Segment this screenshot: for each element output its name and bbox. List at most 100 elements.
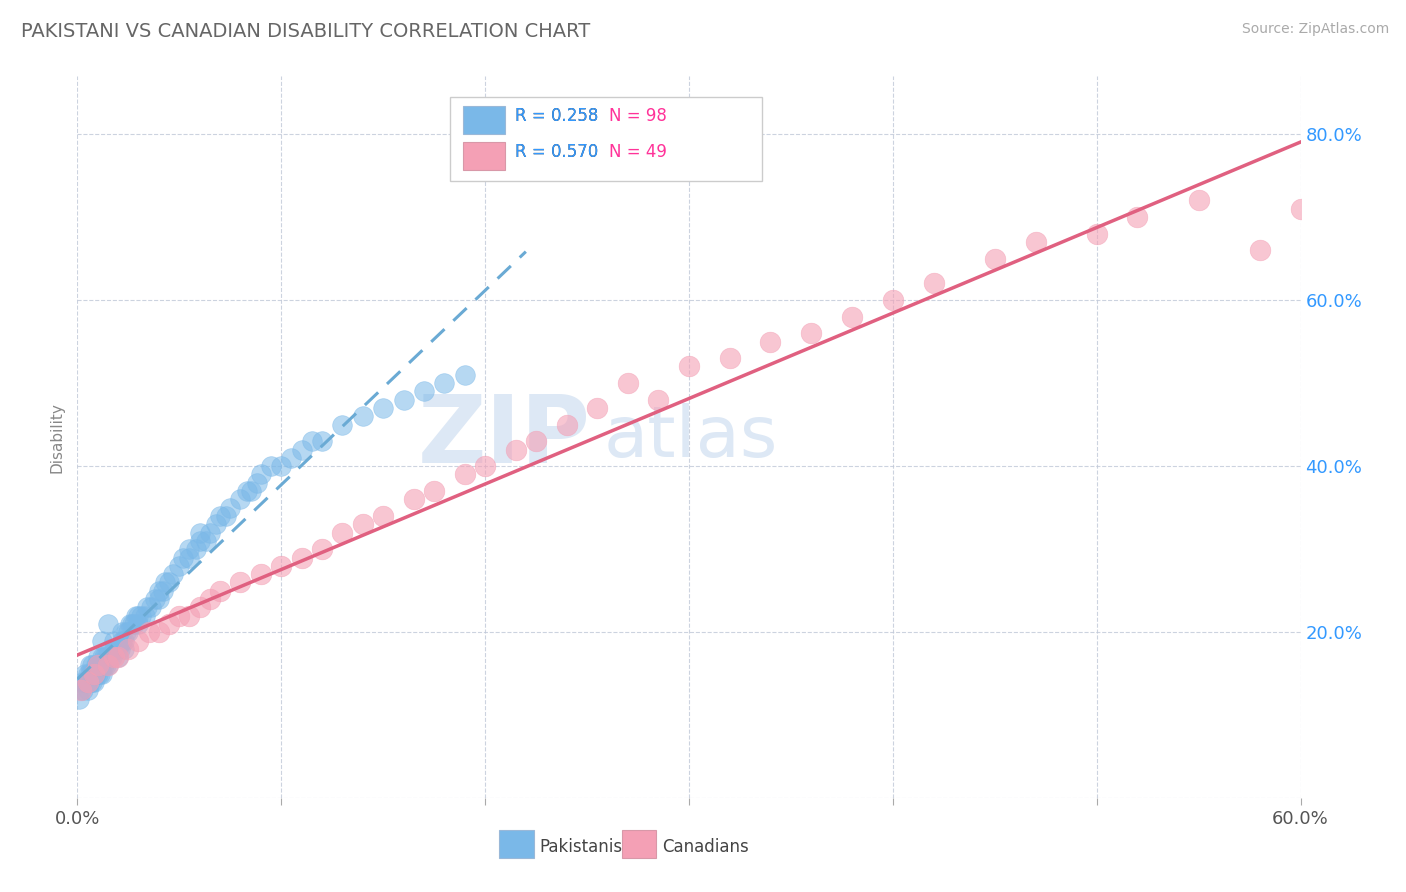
- Point: [392, 392, 415, 407]
- Point: [759, 334, 782, 349]
- Point: [352, 409, 374, 424]
- Text: N = 98: N = 98: [609, 107, 668, 125]
- Point: [80, 658, 103, 673]
- Point: [79, 666, 101, 681]
- Text: R = 0.258: R = 0.258: [515, 107, 599, 125]
- Point: [94, 650, 117, 665]
- Point: [246, 475, 269, 490]
- Point: [311, 434, 333, 449]
- Point: [219, 500, 242, 515]
- Point: [108, 641, 131, 656]
- Point: [453, 368, 475, 382]
- Point: [882, 293, 904, 307]
- Point: [402, 492, 425, 507]
- FancyBboxPatch shape: [621, 830, 657, 857]
- Point: [188, 533, 211, 548]
- Point: [215, 508, 238, 523]
- Point: [1187, 194, 1209, 208]
- Y-axis label: Disability: Disability: [49, 401, 65, 473]
- Point: [301, 434, 323, 449]
- Point: [505, 442, 527, 457]
- Point: [80, 666, 103, 681]
- Point: [89, 666, 111, 681]
- Point: [474, 459, 496, 474]
- Point: [208, 583, 231, 598]
- Point: [229, 492, 252, 507]
- Point: [235, 484, 257, 499]
- Point: [127, 633, 149, 648]
- Point: [76, 675, 98, 690]
- Point: [352, 517, 374, 532]
- Point: [922, 277, 945, 291]
- Point: [1289, 202, 1312, 216]
- Point: [127, 608, 149, 623]
- Point: [179, 550, 201, 565]
- Point: [179, 608, 201, 623]
- Point: [169, 608, 191, 623]
- Point: [198, 525, 221, 540]
- Point: [70, 683, 93, 698]
- Point: [72, 683, 94, 698]
- Point: [111, 633, 134, 648]
- Point: [97, 658, 120, 673]
- Point: [179, 542, 201, 557]
- Point: [280, 450, 302, 465]
- Text: R = 0.258: R = 0.258: [515, 107, 599, 125]
- Point: [139, 600, 162, 615]
- Point: [169, 558, 191, 573]
- Point: [90, 658, 112, 673]
- Point: [76, 683, 98, 698]
- Point: [129, 608, 152, 623]
- Point: [198, 592, 221, 607]
- Point: [172, 550, 194, 565]
- Point: [115, 625, 138, 640]
- Text: R = 0.570: R = 0.570: [515, 143, 599, 161]
- Point: [79, 658, 101, 673]
- Point: [89, 658, 111, 673]
- Point: [103, 633, 125, 648]
- Point: [97, 616, 120, 631]
- Point: [290, 550, 312, 565]
- Point: [1249, 244, 1271, 258]
- Point: [270, 558, 292, 573]
- Point: [143, 592, 166, 607]
- Point: [83, 666, 105, 681]
- Point: [117, 625, 139, 640]
- Point: [194, 533, 217, 548]
- Point: [84, 658, 107, 673]
- Text: atlas: atlas: [603, 402, 778, 472]
- Point: [67, 691, 90, 706]
- Point: [152, 583, 174, 598]
- Point: [87, 658, 110, 673]
- Point: [157, 616, 180, 631]
- Point: [90, 650, 112, 665]
- Point: [371, 401, 394, 415]
- Point: [188, 525, 211, 540]
- Point: [84, 666, 107, 681]
- Point: [87, 658, 110, 673]
- Point: [260, 459, 283, 474]
- Point: [162, 567, 184, 582]
- Point: [148, 625, 170, 640]
- Point: [524, 434, 547, 449]
- Point: [290, 442, 312, 457]
- Point: [117, 641, 139, 656]
- Point: [98, 650, 121, 665]
- FancyBboxPatch shape: [450, 97, 762, 180]
- Point: [72, 675, 94, 690]
- Point: [121, 616, 143, 631]
- Point: [984, 252, 1007, 266]
- Point: [70, 683, 93, 698]
- Point: [205, 517, 228, 532]
- Point: [188, 600, 211, 615]
- Point: [124, 616, 146, 631]
- Point: [134, 608, 156, 623]
- Point: [135, 600, 157, 615]
- Point: [148, 592, 170, 607]
- Point: [718, 351, 741, 366]
- Text: Pakistanis: Pakistanis: [540, 838, 623, 856]
- Point: [103, 650, 125, 665]
- Text: N = 49: N = 49: [609, 143, 668, 161]
- Point: [87, 650, 110, 665]
- Point: [148, 583, 170, 598]
